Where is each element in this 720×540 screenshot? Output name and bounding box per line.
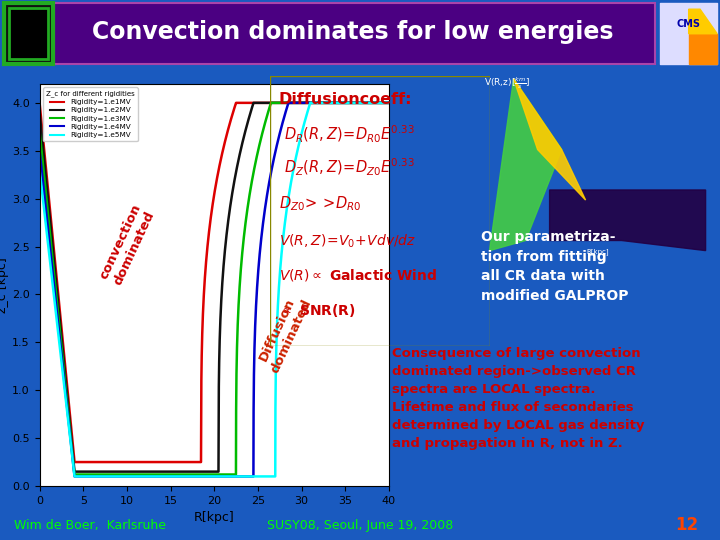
Text: Wim de Boer,  Karlsruhe: Wim de Boer, Karlsruhe (14, 518, 166, 532)
Text: $D_R(R,Z)\!=\!D_{R0}E^{0.33}$: $D_R(R,Z)\!=\!D_{R0}E^{0.33}$ (279, 124, 415, 145)
Text: Diffusioncoeff:: Diffusioncoeff: (279, 92, 413, 107)
FancyBboxPatch shape (54, 3, 655, 64)
X-axis label: R[kpc]: R[kpc] (194, 511, 235, 524)
Text: CMS: CMS (677, 18, 701, 29)
Y-axis label: z_c [kpc]: z_c [kpc] (0, 257, 9, 313)
Text: V(R,z)[$\frac{km}{s}$]: V(R,z)[$\frac{km}{s}$] (484, 76, 530, 91)
Text: $D_{Z0}\!>>\!D_{R0}$: $D_{Z0}\!>>\!D_{R0}$ (279, 194, 361, 213)
Text: $D_Z(R,Z)\!=\!D_{Z0}E^{0.33}$: $D_Z(R,Z)\!=\!D_{Z0}E^{0.33}$ (279, 157, 415, 178)
Polygon shape (490, 79, 562, 251)
Text: SUSY08, Seoul, June 19, 2008: SUSY08, Seoul, June 19, 2008 (267, 518, 453, 532)
Polygon shape (513, 79, 585, 200)
Text: $\propto$ SNR(R): $\propto$ SNR(R) (279, 302, 355, 319)
Text: $V(R) \propto$ Galactic Wind: $V(R) \propto$ Galactic Wind (279, 267, 437, 284)
FancyBboxPatch shape (9, 8, 48, 59)
Polygon shape (689, 9, 717, 33)
Text: Our parametriza-
tion from fitting
all CR data with
modified GALPROP: Our parametriza- tion from fitting all C… (481, 231, 629, 303)
FancyBboxPatch shape (4, 3, 53, 64)
Polygon shape (689, 33, 717, 64)
Text: convection
dominated: convection dominated (97, 202, 157, 287)
Polygon shape (549, 190, 706, 251)
Legend: Rigidity=1.e1MV, Rigidity=1.e2MV, Rigidity=1.e3MV, Rigidity=1.e4MV, Rigidity=1.e: Rigidity=1.e1MV, Rigidity=1.e2MV, Rigidi… (43, 87, 138, 141)
Text: $V(R,Z)\!=\!V_0\!+\!Vdv/dz$: $V(R,Z)\!=\!V_0\!+\!Vdv/dz$ (279, 232, 416, 249)
Text: R[kpc]: R[kpc] (586, 248, 609, 255)
Text: Diffusion
dominated: Diffusion dominated (254, 291, 314, 375)
Text: 12: 12 (675, 516, 698, 534)
Text: Convection dominates for low energies: Convection dominates for low energies (92, 20, 613, 44)
Text: Consequence of large convection
dominated region->observed CR
spectra are LOCAL : Consequence of large convection dominate… (392, 347, 644, 450)
